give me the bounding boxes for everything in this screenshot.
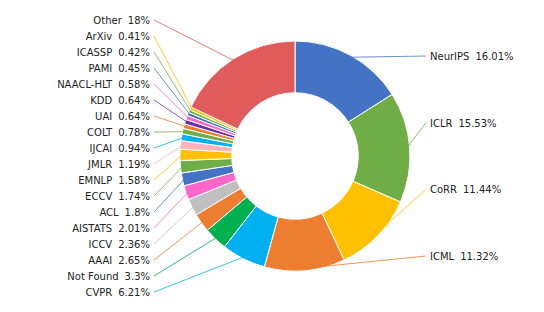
category-label: ArXiv [86, 31, 113, 42]
category-label: Other [93, 15, 122, 26]
slice-label: ICLR 15.53% [430, 117, 497, 128]
slice-label: ACL 1.8% [99, 207, 150, 218]
category-label: ICCV [88, 239, 112, 250]
value-label: 0.42% [118, 47, 150, 58]
value-label: 2.65% [118, 255, 150, 266]
category-label: CVPR [85, 287, 112, 298]
value-label: 0.94% [118, 143, 150, 154]
value-label: 0.41% [118, 31, 150, 42]
slice-label: AAAI 2.65% [88, 255, 150, 266]
slice-label: ICML 11.32% [430, 251, 498, 262]
leader-line [154, 52, 191, 112]
slice-label: EMNLP 1.58% [78, 175, 150, 186]
leader-line [154, 179, 185, 212]
slice-label: KDD 0.64% [90, 95, 150, 106]
value-label: 0.78% [118, 127, 150, 138]
value-label: 1.74% [118, 191, 150, 202]
slice-label: AISTATS 2.01% [72, 223, 150, 234]
slices [180, 41, 410, 271]
slice-label: CVPR 6.21% [85, 287, 150, 298]
slice-label: UAI 0.64% [95, 111, 150, 122]
slice-label: CoRR 11.44% [430, 184, 501, 195]
leader-line [154, 84, 189, 118]
leader-line [154, 116, 186, 127]
leader-line [154, 68, 190, 115]
leader-line [154, 206, 194, 244]
category-label: KDD [90, 95, 112, 106]
value-label: 0.64% [118, 111, 150, 122]
slice-label: Other 18% [93, 15, 150, 26]
value-label: 6.21% [118, 287, 150, 298]
leader-line [154, 192, 188, 228]
slice-label: ICASSP 0.42% [77, 47, 150, 58]
value-label: 16.01% [475, 51, 513, 62]
leader-line [349, 56, 426, 57]
leader-line [154, 131, 185, 132]
category-label: NeurIPS [430, 51, 469, 62]
value-label: 11.32% [460, 251, 498, 262]
slice-label: ArXiv 0.41% [86, 31, 150, 42]
category-label: ICASSP [77, 47, 113, 58]
category-label: CoRR [430, 184, 457, 195]
slice-label: COLT 0.78% [87, 127, 150, 138]
value-label: 11.44% [463, 184, 501, 195]
value-label: 2.01% [118, 223, 150, 234]
slice [191, 41, 295, 129]
slice-label: Not Found 3.3% [67, 271, 150, 282]
leader-lines [154, 20, 426, 292]
category-label: NAACL-HLT [57, 79, 113, 90]
value-label: 0.58% [118, 79, 150, 90]
leader-line [305, 256, 426, 268]
category-label: COLT [87, 127, 113, 138]
category-label: UAI [95, 111, 112, 122]
value-label: 0.45% [118, 63, 150, 74]
labels: Other 18% ArXiv 0.41% ICASSP 0.42% PAMI 0.45% NA… [57, 15, 513, 298]
slice-label: PAMI 0.45% [88, 63, 150, 74]
value-label: 18% [128, 15, 150, 26]
value-label: 1.58% [118, 175, 150, 186]
leader-line [154, 237, 217, 276]
category-label: JMLR [87, 159, 112, 170]
slice-label: NAACL-HLT 0.58% [57, 79, 150, 90]
leader-line [376, 189, 426, 234]
leader-line [154, 36, 192, 109]
slice-label: ICCV 2.36% [88, 239, 150, 250]
leader-line [154, 138, 184, 148]
leader-line [154, 145, 183, 164]
category-label: Not Found [67, 271, 118, 282]
value-label: 0.64% [118, 95, 150, 106]
category-label: EMNLP [78, 175, 112, 186]
category-label: ICLR [430, 117, 453, 128]
slice-label: ECCV 1.74% [85, 191, 150, 202]
value-label: 15.53% [458, 117, 496, 128]
category-label: IJCAI [90, 143, 113, 154]
leader-line [154, 155, 182, 180]
category-label: PAMI [88, 63, 112, 74]
category-label: AAAI [88, 255, 112, 266]
category-label: ECCV [85, 191, 112, 202]
leader-line [154, 167, 183, 196]
chart: Other 18% ArXiv 0.41% ICASSP 0.42% PAMI 0.45% NA… [0, 0, 544, 312]
value-label: 3.3% [125, 271, 150, 282]
value-label: 1.8% [125, 207, 150, 218]
category-label: ICML [430, 251, 455, 262]
background [0, 0, 544, 312]
slice-label: JMLR 1.19% [87, 159, 150, 170]
leader-line [154, 257, 244, 292]
category-label: ACL [99, 207, 119, 218]
value-label: 1.19% [118, 159, 150, 170]
slice-label: NeurIPS 16.01% [430, 51, 514, 62]
leader-line [154, 20, 235, 61]
leader-line [407, 123, 426, 148]
slice-label: IJCAI 0.94% [90, 143, 150, 154]
value-label: 2.36% [118, 239, 150, 250]
leader-line [154, 221, 203, 260]
category-label: AISTATS [72, 223, 112, 234]
leader-line [154, 100, 187, 122]
